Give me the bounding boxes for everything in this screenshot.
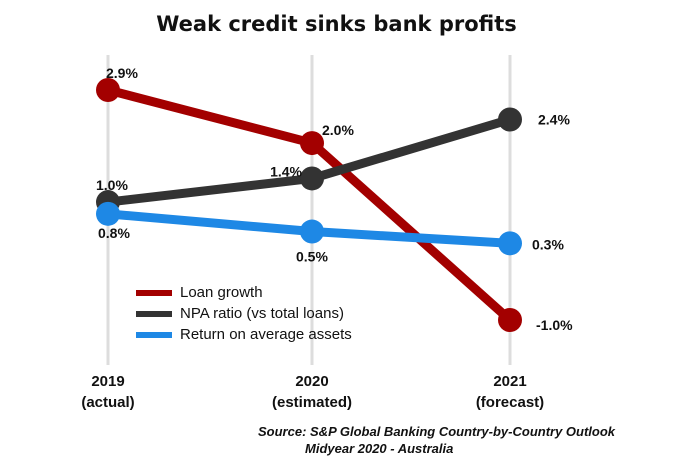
legend-item-return-on-assets: Return on average assets <box>136 324 352 345</box>
legend-label: NPA ratio (vs total loans) <box>180 305 344 322</box>
data-label-0-1: 2.0% <box>322 122 354 138</box>
legend-swatch <box>136 289 172 296</box>
data-point-1-1 <box>300 166 324 191</box>
legend-swatch <box>136 331 172 338</box>
legend-label: Return on average assets <box>180 326 352 343</box>
x-tick-label-1-0: 2020 <box>295 373 328 390</box>
data-point-2-0 <box>96 201 120 226</box>
data-label-1-0: 1.0% <box>96 177 128 193</box>
x-tick-label-2-0: 2021 <box>493 373 526 390</box>
data-label-1-2: 2.4% <box>538 111 570 127</box>
source-line-1: Source: S&P Global Banking Country-by-Co… <box>258 424 616 439</box>
x-tick-label-2-1: (forecast) <box>476 394 544 411</box>
chart-title: Weak credit sinks bank profits <box>156 12 517 36</box>
data-point-0-1 <box>300 131 324 156</box>
legend-label: Loan growth <box>180 284 263 301</box>
data-point-1-2 <box>498 107 522 132</box>
data-label-2-0: 0.8% <box>98 225 130 241</box>
data-label-2-1: 0.5% <box>296 249 328 265</box>
data-label-2-2: 0.3% <box>532 236 564 252</box>
data-label-1-1: 1.4% <box>270 163 302 179</box>
legend-item-npa-ratio: NPA ratio (vs total loans) <box>136 303 352 324</box>
source-line-2: Midyear 2020 - Australia <box>305 441 454 456</box>
data-point-2-2 <box>498 231 522 256</box>
x-tick-label-0-0: 2019 <box>91 373 124 390</box>
data-label-0-2: -1.0% <box>536 317 573 333</box>
legend-swatch <box>136 310 172 317</box>
legend-item-loan-growth: Loan growth <box>136 282 352 303</box>
x-tick-label-0-1: (actual) <box>81 394 134 411</box>
x-tick-label-1-1: (estimated) <box>272 394 352 411</box>
data-point-0-2 <box>498 308 522 332</box>
legend: Loan growth NPA ratio (vs total loans) R… <box>136 282 352 345</box>
data-point-2-1 <box>300 219 324 244</box>
data-point-0-0 <box>96 78 120 102</box>
data-label-0-0: 2.9% <box>106 65 138 81</box>
